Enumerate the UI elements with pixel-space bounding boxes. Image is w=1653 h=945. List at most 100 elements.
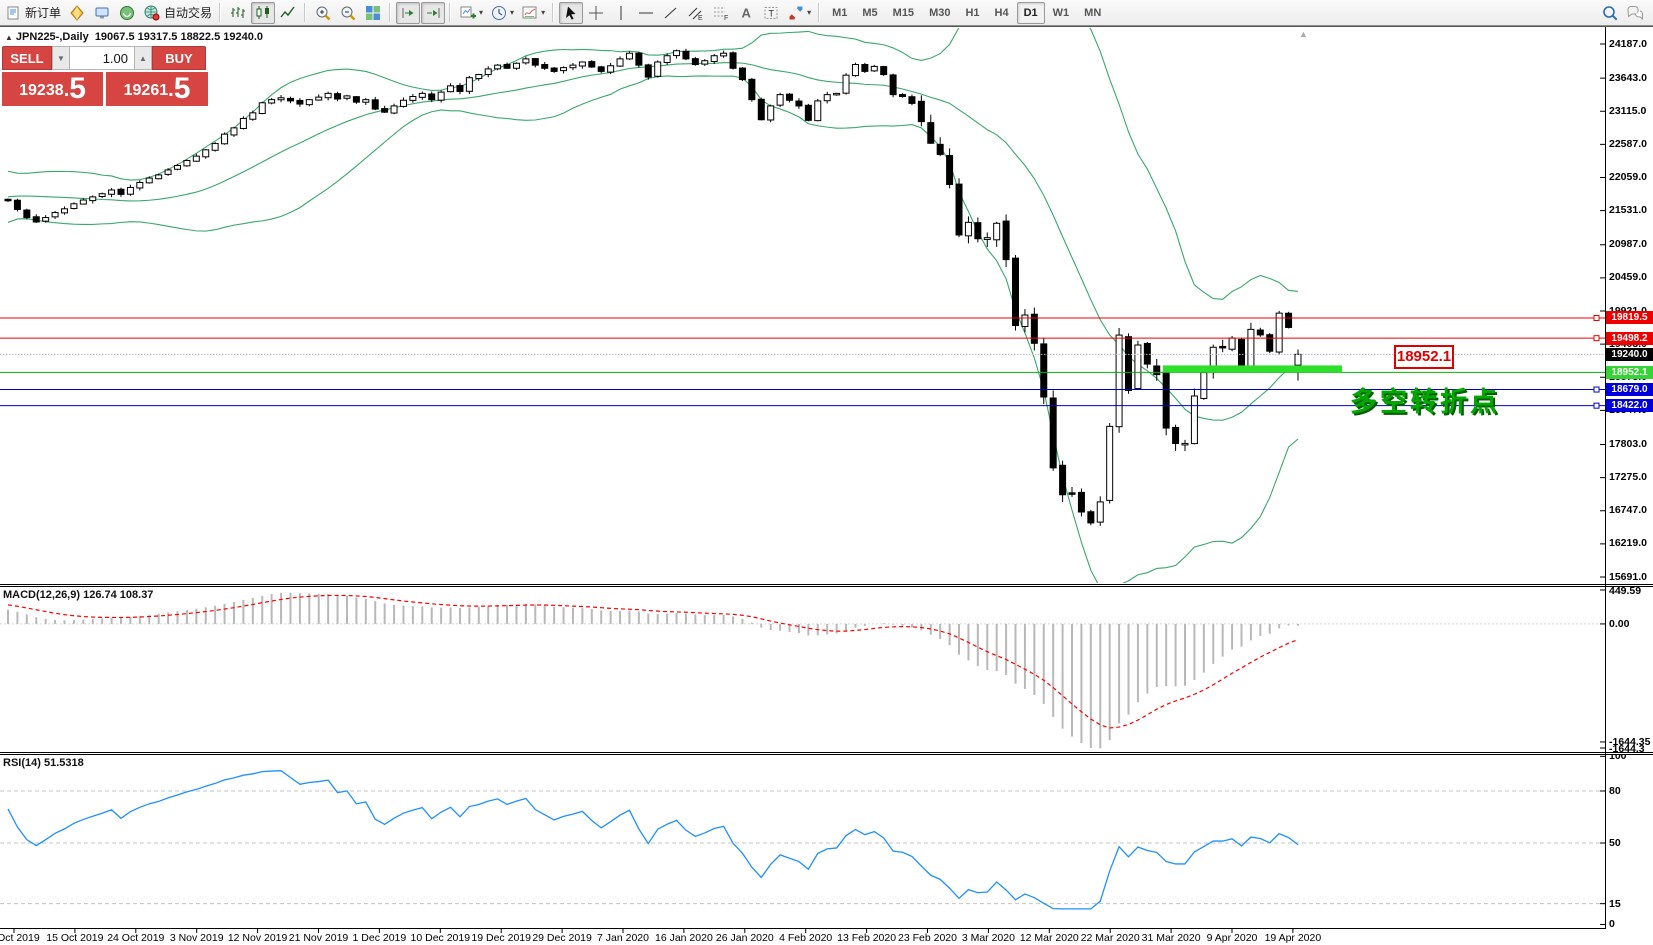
arrows-button[interactable]: ▾ <box>784 2 814 24</box>
date-label: 10 Dec 2019 <box>410 932 471 944</box>
chevron-down-icon[interactable]: ▾ <box>541 8 546 17</box>
date-label: 9 Apr 2020 <box>1206 932 1258 944</box>
timeframe-m15-button[interactable]: M15 <box>892 6 915 19</box>
shiftend-icon <box>402 7 414 18</box>
date-label: 12 Nov 2019 <box>227 932 288 944</box>
date-label: 19 Dec 2019 <box>471 932 531 944</box>
price-level-badge[interactable]: 18952.1 <box>1606 365 1653 379</box>
sell-price[interactable]: 19238. 5 <box>2 72 103 106</box>
timeframe-h4-button[interactable]: H4 <box>994 6 1009 19</box>
price-level-badge[interactable]: 19819.5 <box>1606 311 1653 325</box>
chevron-down-icon[interactable]: ▾ <box>807 8 812 17</box>
toolbar-separator <box>818 3 821 22</box>
macd-axis-label: 0.00 <box>1609 618 1630 631</box>
rsi-bottom-border <box>0 928 1606 929</box>
chat-button[interactable] <box>1623 2 1647 24</box>
date-label: 12 Mar 2020 <box>1019 932 1079 944</box>
price-level-badge[interactable]: 18422.0 <box>1606 399 1653 413</box>
new-order-label: 新订单 <box>25 6 62 20</box>
timeframe-m1-button[interactable]: M1 <box>832 6 848 19</box>
doc-icon <box>7 6 19 19</box>
equidistant-channel-button[interactable]: E <box>684 2 708 24</box>
timeframe-w1-button[interactable]: W1 <box>1052 6 1070 19</box>
sell-price-sep: . <box>63 79 70 101</box>
indicators-button[interactable]: ▾ <box>456 2 486 24</box>
sell-button[interactable]: SELL <box>2 46 52 70</box>
date-label: 3 Nov 2019 <box>169 932 224 944</box>
crosshair-button[interactable] <box>584 2 608 24</box>
text-label-button[interactable]: T <box>759 2 783 24</box>
svg-text:E: E <box>698 15 703 22</box>
toolbar-separator <box>389 3 392 22</box>
trendline-button[interactable] <box>659 2 683 24</box>
chartset-icon <box>522 6 537 18</box>
price-level-badge[interactable]: 18679.0 <box>1606 383 1653 397</box>
svg-text:A: A <box>742 5 752 20</box>
vertical-line-button[interactable] <box>609 2 633 24</box>
svg-text:F: F <box>724 15 728 22</box>
zoom-in-button[interactable] <box>311 2 335 24</box>
timeframe-m30-button[interactable]: M30 <box>929 6 951 19</box>
rsi-axis-label: 0 <box>1609 918 1615 931</box>
autotrading-label: 自动交易 <box>164 6 213 20</box>
price-level-badge[interactable]: 19498.2 <box>1606 331 1653 345</box>
gold-chart-button[interactable] <box>65 2 89 24</box>
candle-chart-button[interactable] <box>251 1 276 24</box>
data-window-button[interactable] <box>115 2 139 24</box>
date-label: 21 Nov 2019 <box>288 932 349 944</box>
tile-windows-button[interactable] <box>361 2 385 24</box>
volume-decrease-button[interactable]: ▼ <box>52 46 70 70</box>
zoom-out-button[interactable] <box>336 2 360 24</box>
clock-icon <box>492 5 507 20</box>
volume-increase-button[interactable]: ▲ <box>134 46 152 70</box>
timeframe-d1-button[interactable]: D1 <box>1016 1 1045 24</box>
linechart-icon <box>280 6 295 17</box>
terminal-button[interactable] <box>90 2 114 24</box>
date-label: 3 Mar 2020 <box>961 932 1015 944</box>
auto-scroll-button[interactable] <box>396 1 421 24</box>
price-axis-label: 22587.0 <box>1609 137 1647 150</box>
search-button[interactable] <box>1598 2 1622 24</box>
horizontal-line-button[interactable] <box>634 2 658 24</box>
tile-icon <box>366 5 381 20</box>
text-button[interactable]: A <box>734 2 758 24</box>
price-level-badge[interactable]: 19240.0 <box>1606 347 1653 361</box>
price-axis-label: 17803.0 <box>1609 438 1647 450</box>
cursor-button[interactable] <box>559 1 584 24</box>
date-label: 6 Oct 2019 <box>0 932 40 944</box>
volume-input[interactable]: 1.00 <box>70 46 134 70</box>
templates-button[interactable]: ▾ <box>518 2 548 24</box>
timeframe-m5-button[interactable]: M5 <box>862 6 878 19</box>
rsi-panel-separator[interactable] <box>0 752 1653 755</box>
date-label: 16 Jan 2020 <box>654 932 713 944</box>
periods-button[interactable]: ▾ <box>487 2 517 24</box>
bar-chart-button[interactable] <box>226 2 250 24</box>
new-order-button[interactable]: 新订单 <box>1 2 64 24</box>
autotrading-button[interactable]: 自动交易 <box>140 2 215 24</box>
price-axis-label: 23643.0 <box>1609 71 1647 84</box>
timeframe-mn-button[interactable]: MN <box>1084 6 1102 19</box>
one-click-trading-panel: SELL ▼ 1.00 ▲ BUY 19238. 5 19261. 5 <box>2 46 208 106</box>
cross-icon <box>589 5 604 20</box>
chart-top-border <box>0 26 1653 27</box>
toolbar-separator <box>552 3 555 22</box>
buy-button[interactable]: BUY <box>152 46 206 70</box>
price-annotation-box[interactable]: 18952.1 <box>1394 345 1454 369</box>
date-label: 31 Mar 2020 <box>1141 932 1201 944</box>
macd-indicator-label: MACD(12,26,9) 126.74 108.37 <box>3 589 154 601</box>
turning-point-annotation[interactable]: 多空转折点 <box>1350 387 1500 417</box>
orb-icon <box>120 5 135 20</box>
buy-price[interactable]: 19261. 5 <box>106 72 208 106</box>
search-icon <box>1603 5 1618 20</box>
symbol-period-label: JPN225-,Daily <box>15 31 89 43</box>
chevron-down-icon[interactable]: ▾ <box>510 8 515 17</box>
macd-panel-separator[interactable] <box>0 584 1653 587</box>
chevron-down-icon[interactable]: ▾ <box>479 8 484 17</box>
fibonacci-button[interactable]: F <box>709 2 733 24</box>
timeframe-h1-button[interactable]: H1 <box>965 6 980 19</box>
chart-shift-button[interactable] <box>421 1 446 24</box>
collapse-arrow-icon[interactable]: ▲ <box>5 33 13 42</box>
line-chart-button[interactable] <box>276 2 300 24</box>
price-axis-label: 17275.0 <box>1609 471 1647 484</box>
